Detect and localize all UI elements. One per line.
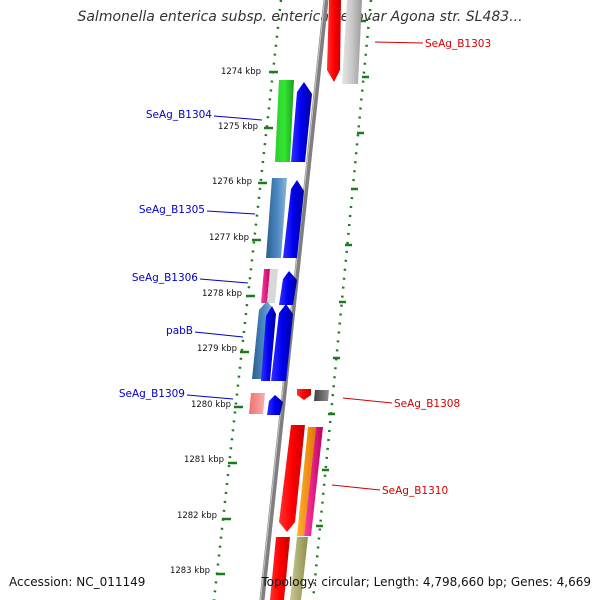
gene-seag-b1310-pink[interactable] [304, 427, 323, 536]
gene-label-seag-b1308[interactable]: SeAg_B1308 [394, 398, 460, 410]
gene-label-seag-b1305[interactable]: SeAg_B1305 [139, 204, 205, 216]
accession-text: Accession: NC_011149 [9, 575, 146, 589]
genome-backbone [259, 0, 329, 600]
tick-label: 1280 kbp [191, 400, 231, 410]
outer-ruler-ticks [316, 19, 369, 528]
tick-label: 1281 kbp [184, 455, 224, 465]
gene-seag-b1308-red[interactable] [297, 389, 311, 400]
connector-pabb [194, 331, 244, 338]
gene-label-seag-b1310[interactable]: SeAg_B1310 [382, 485, 448, 497]
gene-seag-b1308-grey[interactable] [314, 390, 329, 401]
tick-label: 1274 kbp [221, 67, 261, 77]
tick-label: 1277 kbp [209, 233, 249, 243]
tick-label: 1282 kbp [177, 511, 217, 521]
gene-seag-b1303-grey[interactable] [342, 0, 362, 84]
gene-label-seag-b1306[interactable]: SeAg_B1306 [132, 272, 198, 284]
gene-seag-b1306-grey[interactable] [267, 269, 278, 303]
forward-strand-genes [249, 80, 312, 415]
inner-ruler-ticks [216, 70, 278, 576]
connector-seag-b1305 [206, 210, 256, 215]
gene-seag-b1305-steel[interactable] [266, 178, 287, 258]
tick-label: 1276 kbp [212, 177, 252, 187]
gene-seag-b1306-blue[interactable] [279, 271, 297, 305]
gene-labels: SeAg_B1303 SeAg_B1304 SeAg_B1305 SeAg_B1… [119, 38, 491, 497]
gene-seag-b1310-red[interactable] [279, 425, 305, 532]
tick-label: 1278 kbp [202, 289, 242, 299]
gene-label-seag-b1304[interactable]: SeAg_B1304 [146, 109, 212, 121]
tick-label: 1279 kbp [197, 344, 237, 354]
connector-seag-b1309 [186, 394, 234, 400]
gene-pabb-blue-b[interactable] [271, 304, 293, 381]
gene-seag-b1304-blue[interactable] [291, 82, 312, 162]
gene-label-pabb[interactable]: pabB [166, 325, 193, 337]
gene-seag-b1305-blue[interactable] [283, 180, 304, 258]
reverse-strand-genes [270, 0, 362, 600]
gene-seag-b1310-orange[interactable] [297, 427, 316, 536]
tick-labels: 1274 kbp 1275 kbp 1276 kbp 1277 kbp 1278… [170, 67, 261, 576]
label-connectors [186, 41, 424, 491]
outer-dotted-track [311, 0, 373, 600]
gene-label-seag-b1309[interactable]: SeAg_B1309 [119, 388, 185, 400]
gene-pabb-blue-a[interactable] [261, 306, 276, 381]
connector-seag-b1310 [331, 484, 381, 491]
connector-seag-b1308 [342, 397, 393, 404]
gene-seag-b1303-red[interactable] [327, 0, 341, 82]
connector-seag-b1304 [213, 115, 263, 121]
gene-label-seag-b1303[interactable]: SeAg_B1303 [425, 38, 491, 50]
gene-red-lower[interactable] [270, 537, 290, 600]
connector-seag-b1306 [199, 278, 249, 284]
gene-olive-lower[interactable] [290, 537, 308, 600]
inner-dotted-track [212, 0, 283, 600]
tick-label: 1283 kbp [170, 566, 210, 576]
tick-label: 1275 kbp [218, 122, 258, 132]
gene-seag-b1309-salmon[interactable] [249, 393, 265, 414]
gene-seag-b1304-green[interactable] [275, 80, 294, 162]
topology-text: Topology: circular; Length: 4,798,660 bp… [261, 575, 591, 589]
map-title: Salmonella enterica subsp. enterica sero… [77, 9, 523, 25]
gene-seag-b1309-blue[interactable] [267, 395, 283, 415]
connector-seag-b1303 [374, 41, 424, 44]
